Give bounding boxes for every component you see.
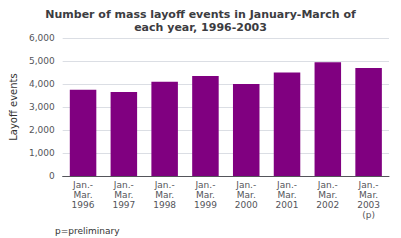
- svg-text:2000: 2000: [235, 200, 258, 210]
- svg-text:1997: 1997: [112, 200, 135, 210]
- svg-text:Jan.-: Jan.-: [235, 180, 256, 190]
- svg-text:Mar.: Mar.: [318, 190, 337, 200]
- svg-text:(p): (p): [362, 210, 375, 220]
- svg-text:Mar.: Mar.: [155, 190, 174, 200]
- svg-text:6,000: 6,000: [29, 33, 55, 43]
- svg-text:1996: 1996: [72, 200, 95, 210]
- svg-text:2,000: 2,000: [29, 125, 55, 135]
- svg-text:0: 0: [49, 171, 55, 181]
- svg-text:Jan.-: Jan.-: [317, 180, 338, 190]
- svg-text:2002: 2002: [316, 200, 339, 210]
- svg-text:1999: 1999: [194, 200, 217, 210]
- svg-text:Mar.: Mar.: [74, 190, 93, 200]
- svg-text:Jan.-: Jan.-: [72, 180, 93, 190]
- svg-text:each year, 1996-2003: each year, 1996-2003: [134, 21, 267, 34]
- svg-text:3,000: 3,000: [29, 102, 55, 112]
- svg-text:Mar.: Mar.: [278, 190, 297, 200]
- svg-text:Number of mass layoff events i: Number of mass layoff events in January-…: [45, 8, 356, 21]
- svg-text:Mar.: Mar.: [114, 190, 133, 200]
- svg-text:Mar.: Mar.: [237, 190, 256, 200]
- svg-text:Jan.-: Jan.-: [113, 180, 134, 190]
- svg-text:Jan.-: Jan.-: [358, 180, 379, 190]
- svg-text:Jan.-: Jan.-: [276, 180, 297, 190]
- svg-text:Jan.-: Jan.-: [194, 180, 215, 190]
- svg-text:p=preliminary: p=preliminary: [55, 226, 120, 236]
- svg-text:Layoff events: Layoff events: [8, 73, 19, 141]
- svg-text:1998: 1998: [153, 200, 176, 210]
- svg-text:4,000: 4,000: [29, 79, 55, 89]
- svg-text:5,000: 5,000: [29, 56, 55, 66]
- svg-text:Mar.: Mar.: [359, 190, 378, 200]
- svg-text:1,000: 1,000: [29, 148, 55, 158]
- svg-text:2001: 2001: [276, 200, 299, 210]
- svg-text:Mar.: Mar.: [196, 190, 215, 200]
- svg-text:2003: 2003: [357, 200, 380, 210]
- svg-text:Jan.-: Jan.-: [154, 180, 175, 190]
